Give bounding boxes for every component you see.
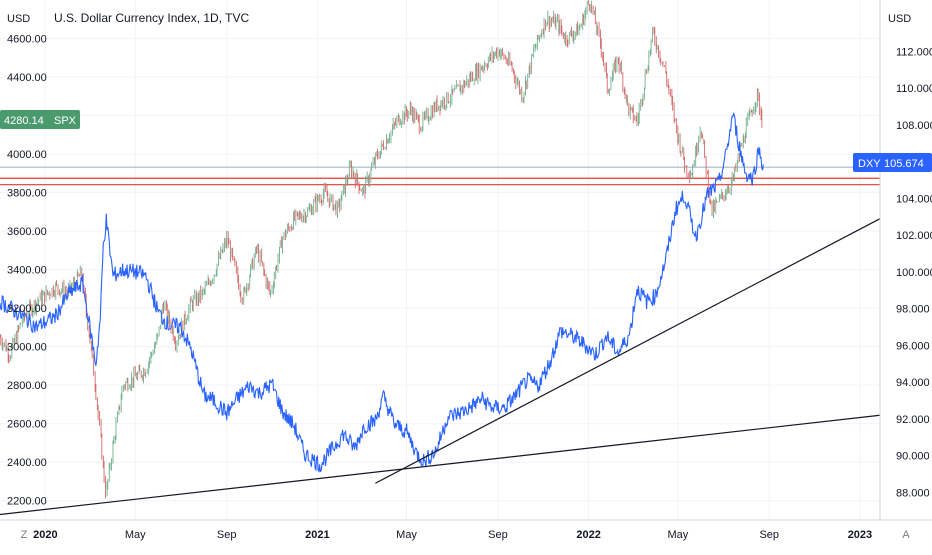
spx-badge-background — [0, 110, 80, 129]
spx-badge-symbol: SPX — [54, 115, 77, 127]
left-axis-tick-label: 2400.00 — [7, 457, 47, 469]
spx-price-badge[interactable]: 4280.14 SPX — [0, 110, 80, 129]
dxy-series-line[interactable] — [0, 112, 764, 473]
grid-lines — [0, 0, 880, 520]
right-axis-tick-label: 90.000 — [896, 451, 930, 463]
dxy-price-badge[interactable]: DXY 105.674 — [853, 153, 932, 172]
right-axis-tick-label: 108.000 — [896, 120, 932, 132]
right-axis-tick-label: 110.000 — [896, 83, 932, 95]
left-axis-tick-label: 4000.00 — [7, 149, 47, 161]
time-axis-tick-label: 2020 — [33, 529, 57, 541]
left-axis-tick-label: 3600.00 — [7, 226, 47, 238]
left-axis-tick-label: 3000.00 — [7, 342, 47, 354]
left-axis-tick-label: 3400.00 — [7, 265, 47, 277]
left-axis-tick-label: 3200.00 — [7, 303, 47, 315]
time-axis-tick-label: May — [125, 529, 146, 541]
dxy-trendline[interactable] — [375, 218, 881, 484]
right-price-axis[interactable]: 88.000 90.000 92.000 94.000 96.000 98.000 100.… — [896, 46, 932, 499]
spx-badge-value: 4280.14 — [4, 115, 44, 127]
time-axis-tick-label: Sep — [488, 529, 508, 541]
time-axis-tick-label: 2023 — [848, 529, 872, 541]
time-axis-tick-label: 2022 — [576, 529, 600, 541]
right-axis-tick-label: 104.000 — [896, 193, 932, 205]
scale-mode-a-button[interactable]: A — [902, 529, 910, 541]
left-axis-tick-label: 2800.00 — [7, 380, 47, 392]
scale-mode-z-button[interactable]: Z — [21, 529, 28, 541]
left-axis-tick-label: 2600.00 — [7, 419, 47, 431]
left-axis-tick-label: 2200.00 — [7, 496, 47, 508]
right-axis-tick-label: 98.000 — [896, 304, 930, 316]
time-axis-tick-label: May — [396, 529, 417, 541]
right-axis-title: USD — [888, 13, 911, 25]
scale-mode-a-label: A — [902, 529, 910, 541]
plot-area[interactable] — [0, 0, 881, 516]
right-axis-tick-label: 96.000 — [896, 340, 930, 352]
time-axis-tick-label: May — [667, 529, 688, 541]
right-axis-tick-label: 100.000 — [896, 267, 932, 279]
right-axis-tick-label: 94.000 — [896, 377, 930, 389]
time-axis-tick-label: Sep — [759, 529, 779, 541]
left-price-axis[interactable]: 2200.00 2400.00 2600.00 2800.00 3000.00 3200.… — [7, 34, 47, 508]
right-axis-tick-label: 102.000 — [896, 230, 932, 242]
left-axis-title: USD — [7, 13, 30, 25]
long-trendline[interactable] — [0, 414, 881, 516]
time-axis-tick-label: Sep — [217, 529, 237, 541]
time-axis-tick-label: 2021 — [305, 529, 329, 541]
scale-mode-z-label: Z — [21, 529, 28, 541]
right-axis-tick-label: 92.000 — [896, 414, 930, 426]
dxy-badge-background — [853, 153, 932, 172]
spx-series[interactable] — [0, 0, 763, 499]
left-axis-tick-label: 4600.00 — [7, 34, 47, 46]
right-axis-tick-label: 88.000 — [896, 487, 930, 499]
left-axis-tick-label: 3800.00 — [7, 188, 47, 200]
left-axis-tick-label: 4400.00 — [7, 72, 47, 84]
dxy-badge-symbol: DXY — [858, 158, 881, 170]
right-axis-tick-label: 112.000 — [896, 46, 932, 58]
time-axis[interactable]: 2020 May Sep 2021 May Sep 2022 May Sep 2023 — [33, 529, 872, 541]
dxy-badge-value: 105.674 — [884, 158, 924, 170]
chart-title[interactable]: U.S. Dollar Currency Index, 1D, TVC — [54, 11, 250, 25]
